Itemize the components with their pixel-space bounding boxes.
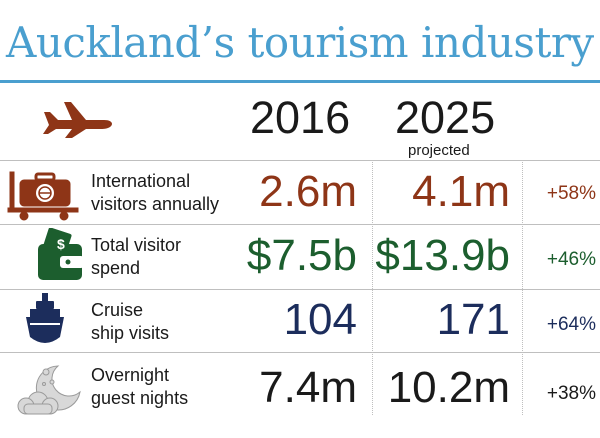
value-2016: 2.6m (259, 167, 357, 217)
change-percent: +58% (547, 182, 596, 206)
dollar-sign: $ (57, 236, 65, 252)
luggage-trolley-icon (0, 164, 90, 222)
row-label-line2: visitors annually (91, 193, 219, 216)
trolley-base (8, 208, 78, 212)
row-label-line2: ship visits (91, 322, 169, 345)
suitcase-handle (36, 174, 54, 180)
moon-cloud-icon (0, 358, 90, 418)
airplane-shape (43, 102, 112, 138)
star (43, 383, 46, 386)
wallet-clasp (60, 256, 84, 268)
stat-row-international-visitors: International visitors annually 2.6m 4.1… (0, 160, 600, 224)
cloud-base (24, 404, 52, 414)
column-header-2025: 2025 (395, 92, 495, 144)
row-label-line1: International (91, 170, 190, 193)
trolley-wheel (20, 212, 28, 220)
stat-row-visitor-spend: $ Total visitor spend $7.5b $13.9b +46% (0, 224, 600, 289)
row-label-line1: Cruise (91, 299, 143, 322)
row-label-line1: Total visitor (91, 234, 181, 257)
ship-funnel (42, 293, 48, 301)
value-2016: 104 (284, 295, 357, 345)
cruise-ship-icon (0, 291, 90, 351)
airplane-icon (40, 96, 116, 140)
value-2016: 7.4m (259, 363, 357, 413)
clasp-button (66, 260, 71, 265)
value-2025: 10.2m (388, 363, 510, 413)
row-label-line2: guest nights (91, 387, 188, 410)
title-underline (0, 80, 600, 83)
column-header-2016: 2016 (250, 92, 350, 144)
row-label-line2: spend (91, 257, 140, 280)
ship-deck (30, 309, 60, 317)
star (43, 369, 49, 375)
value-2016: $7.5b (247, 231, 357, 281)
stat-row-guest-nights: Overnight guest nights 7.4m 10.2m +38% (0, 352, 600, 422)
change-percent: +46% (547, 248, 596, 272)
ship-bridge (36, 301, 54, 309)
change-percent: +38% (547, 382, 596, 406)
stat-row-cruise-ship-visits: Cruise ship visits 104 171 +64% (0, 289, 600, 352)
row-label-line1: Overnight (91, 364, 169, 387)
value-2025: $13.9b (375, 231, 510, 281)
projected-note: projected (408, 142, 470, 159)
value-2025: 171 (437, 295, 510, 345)
page-title: Auckland’s tourism industry (6, 18, 594, 68)
star (50, 380, 54, 384)
value-2025: 4.1m (412, 167, 510, 217)
ship-hull (26, 317, 64, 343)
trolley-wheel (60, 212, 68, 220)
wallet-money-icon: $ (0, 228, 90, 286)
trolley-handle (10, 172, 14, 212)
change-percent: +64% (547, 313, 596, 337)
